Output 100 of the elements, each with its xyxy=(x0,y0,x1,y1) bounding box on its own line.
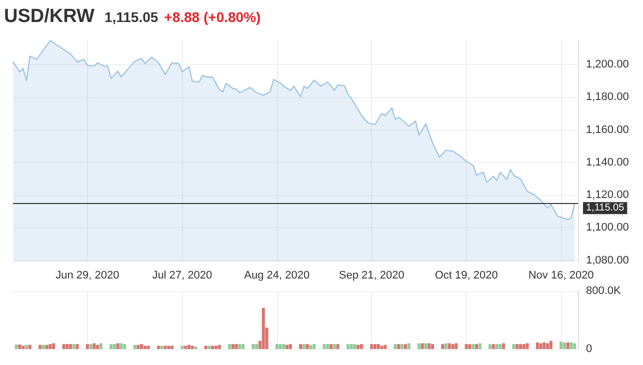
bar xyxy=(464,344,468,349)
bar xyxy=(22,346,25,349)
bar xyxy=(336,344,340,349)
bar xyxy=(431,344,434,349)
y-tick-label: 0 xyxy=(586,343,592,355)
bar xyxy=(42,344,45,349)
bar xyxy=(76,344,79,349)
bar xyxy=(309,344,312,349)
bar xyxy=(360,344,363,349)
bar xyxy=(350,344,353,349)
bar xyxy=(208,346,211,349)
bar xyxy=(306,344,309,349)
bar xyxy=(376,344,380,349)
y-tick-label: 1,140.00 xyxy=(586,156,629,168)
bar xyxy=(110,344,113,349)
bar xyxy=(566,342,570,349)
bar xyxy=(475,344,478,349)
text: 1,115.05 xyxy=(104,9,158,25)
bar xyxy=(312,344,316,349)
bar xyxy=(72,344,76,349)
bar xyxy=(211,346,214,349)
bar xyxy=(28,344,32,349)
x-tick-label: Jul 27, 2020 xyxy=(152,270,212,282)
bar xyxy=(140,344,144,349)
bar xyxy=(417,343,420,349)
bar xyxy=(542,342,546,349)
bar xyxy=(374,344,377,349)
bar xyxy=(498,344,502,349)
bar xyxy=(492,344,495,349)
bar xyxy=(428,343,431,349)
bar xyxy=(448,343,451,349)
bar xyxy=(45,344,48,349)
bar xyxy=(66,344,69,349)
bar xyxy=(370,344,374,349)
bar xyxy=(526,343,529,349)
bar xyxy=(156,346,160,349)
x-tick-label: Jun 29, 2020 xyxy=(56,270,120,282)
bar xyxy=(86,344,89,349)
bar xyxy=(96,344,100,349)
bar xyxy=(38,344,42,349)
bar xyxy=(444,343,448,349)
x-tick-label: Oct 19, 2020 xyxy=(434,270,498,282)
bar xyxy=(288,344,292,349)
bar xyxy=(353,344,356,349)
bar xyxy=(242,344,245,349)
bar xyxy=(164,346,167,349)
bar xyxy=(420,343,424,349)
bar xyxy=(52,343,56,349)
bar xyxy=(512,344,516,349)
bar xyxy=(18,344,22,349)
text: +8.88 (+0.80%) xyxy=(164,9,261,25)
bar xyxy=(404,344,407,349)
bar xyxy=(380,346,384,349)
bar xyxy=(394,344,397,349)
bar xyxy=(407,343,410,349)
bar xyxy=(397,344,400,349)
y-tick-label: 1,100.00 xyxy=(586,222,629,234)
bar xyxy=(170,346,174,349)
bar xyxy=(14,344,18,349)
chart-title: USD/KRW xyxy=(4,6,94,27)
bar xyxy=(562,342,566,349)
bar xyxy=(441,344,444,349)
bar xyxy=(468,344,472,349)
bar xyxy=(218,344,221,349)
bar xyxy=(346,344,350,349)
bar xyxy=(89,344,92,349)
bar xyxy=(330,344,333,349)
bar xyxy=(136,344,140,349)
x-tick-label: Nov 16, 2020 xyxy=(528,270,594,282)
bar xyxy=(488,344,492,349)
bar xyxy=(332,344,336,349)
y-tick-label: 1,080.00 xyxy=(586,254,629,266)
bar xyxy=(69,344,72,349)
bar xyxy=(120,343,123,349)
bar xyxy=(275,344,278,349)
bar xyxy=(231,344,234,349)
bar xyxy=(143,346,146,349)
bar xyxy=(502,343,506,349)
bar xyxy=(299,344,302,349)
bar xyxy=(302,344,306,349)
bar xyxy=(184,346,188,349)
bar xyxy=(99,343,102,349)
bar xyxy=(570,342,573,349)
bar xyxy=(322,344,326,349)
bar xyxy=(92,343,96,349)
y-tick-label: 1,200.00 xyxy=(586,58,629,70)
bar xyxy=(146,346,150,349)
bar xyxy=(478,343,482,349)
bar xyxy=(204,346,208,349)
bar xyxy=(116,343,120,349)
bar xyxy=(167,346,170,349)
bar xyxy=(451,344,454,349)
bar xyxy=(573,343,576,349)
bar xyxy=(160,346,164,349)
bar xyxy=(472,344,475,349)
bar xyxy=(180,346,184,349)
bar xyxy=(190,346,194,349)
bar xyxy=(546,343,550,349)
bar xyxy=(286,344,289,349)
bar xyxy=(112,344,116,349)
